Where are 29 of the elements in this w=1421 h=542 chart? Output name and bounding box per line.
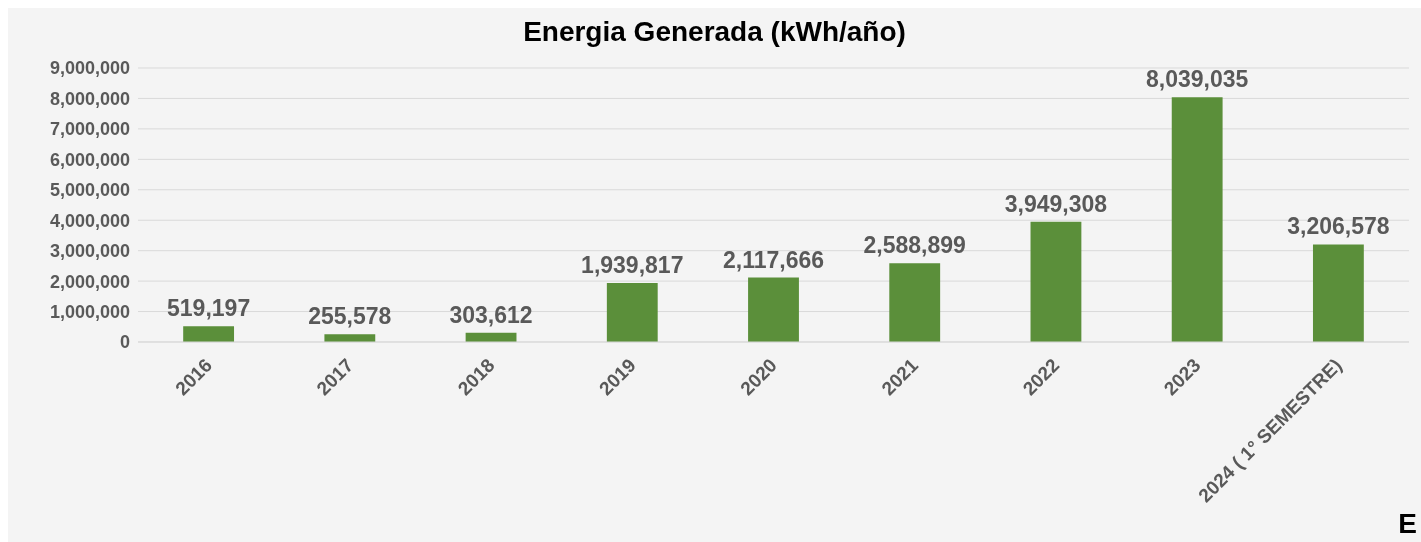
y-tick-label: 9,000,000 <box>49 58 130 79</box>
y-tick-label: 5,000,000 <box>49 180 130 201</box>
y-tick-label: 3,000,000 <box>49 241 130 262</box>
bar <box>1312 244 1364 342</box>
bar <box>606 282 658 342</box>
y-tick-label: 6,000,000 <box>49 149 130 170</box>
data-label: 255,578 <box>308 303 392 330</box>
bar <box>1171 97 1223 342</box>
y-tick-label: 7,000,000 <box>49 119 130 140</box>
y-tick-label: 2,000,000 <box>49 271 130 292</box>
data-label: 2,117,666 <box>722 246 825 273</box>
bar <box>1030 221 1082 342</box>
bar <box>889 263 941 342</box>
data-label: 8,039,035 <box>1146 66 1249 93</box>
y-tick-label: 0 <box>119 332 130 353</box>
data-label: 303,612 <box>449 301 533 328</box>
y-tick-label: 1,000,000 <box>49 301 130 322</box>
bar <box>324 334 376 342</box>
bar <box>748 277 799 342</box>
chart-title: Energia Generada (kWh/año) <box>522 16 907 48</box>
y-tick-label: 8,000,000 <box>49 88 130 109</box>
y-tick-label: 4,000,000 <box>49 210 130 231</box>
data-label: 2,588,899 <box>863 232 966 259</box>
data-label: 3,206,578 <box>1287 213 1390 240</box>
bar <box>183 326 235 342</box>
data-label: 3,949,308 <box>1004 190 1108 217</box>
text: E <box>1398 508 1417 540</box>
data-label: 1,939,817 <box>581 251 684 278</box>
data-label: 519,197 <box>167 295 251 322</box>
